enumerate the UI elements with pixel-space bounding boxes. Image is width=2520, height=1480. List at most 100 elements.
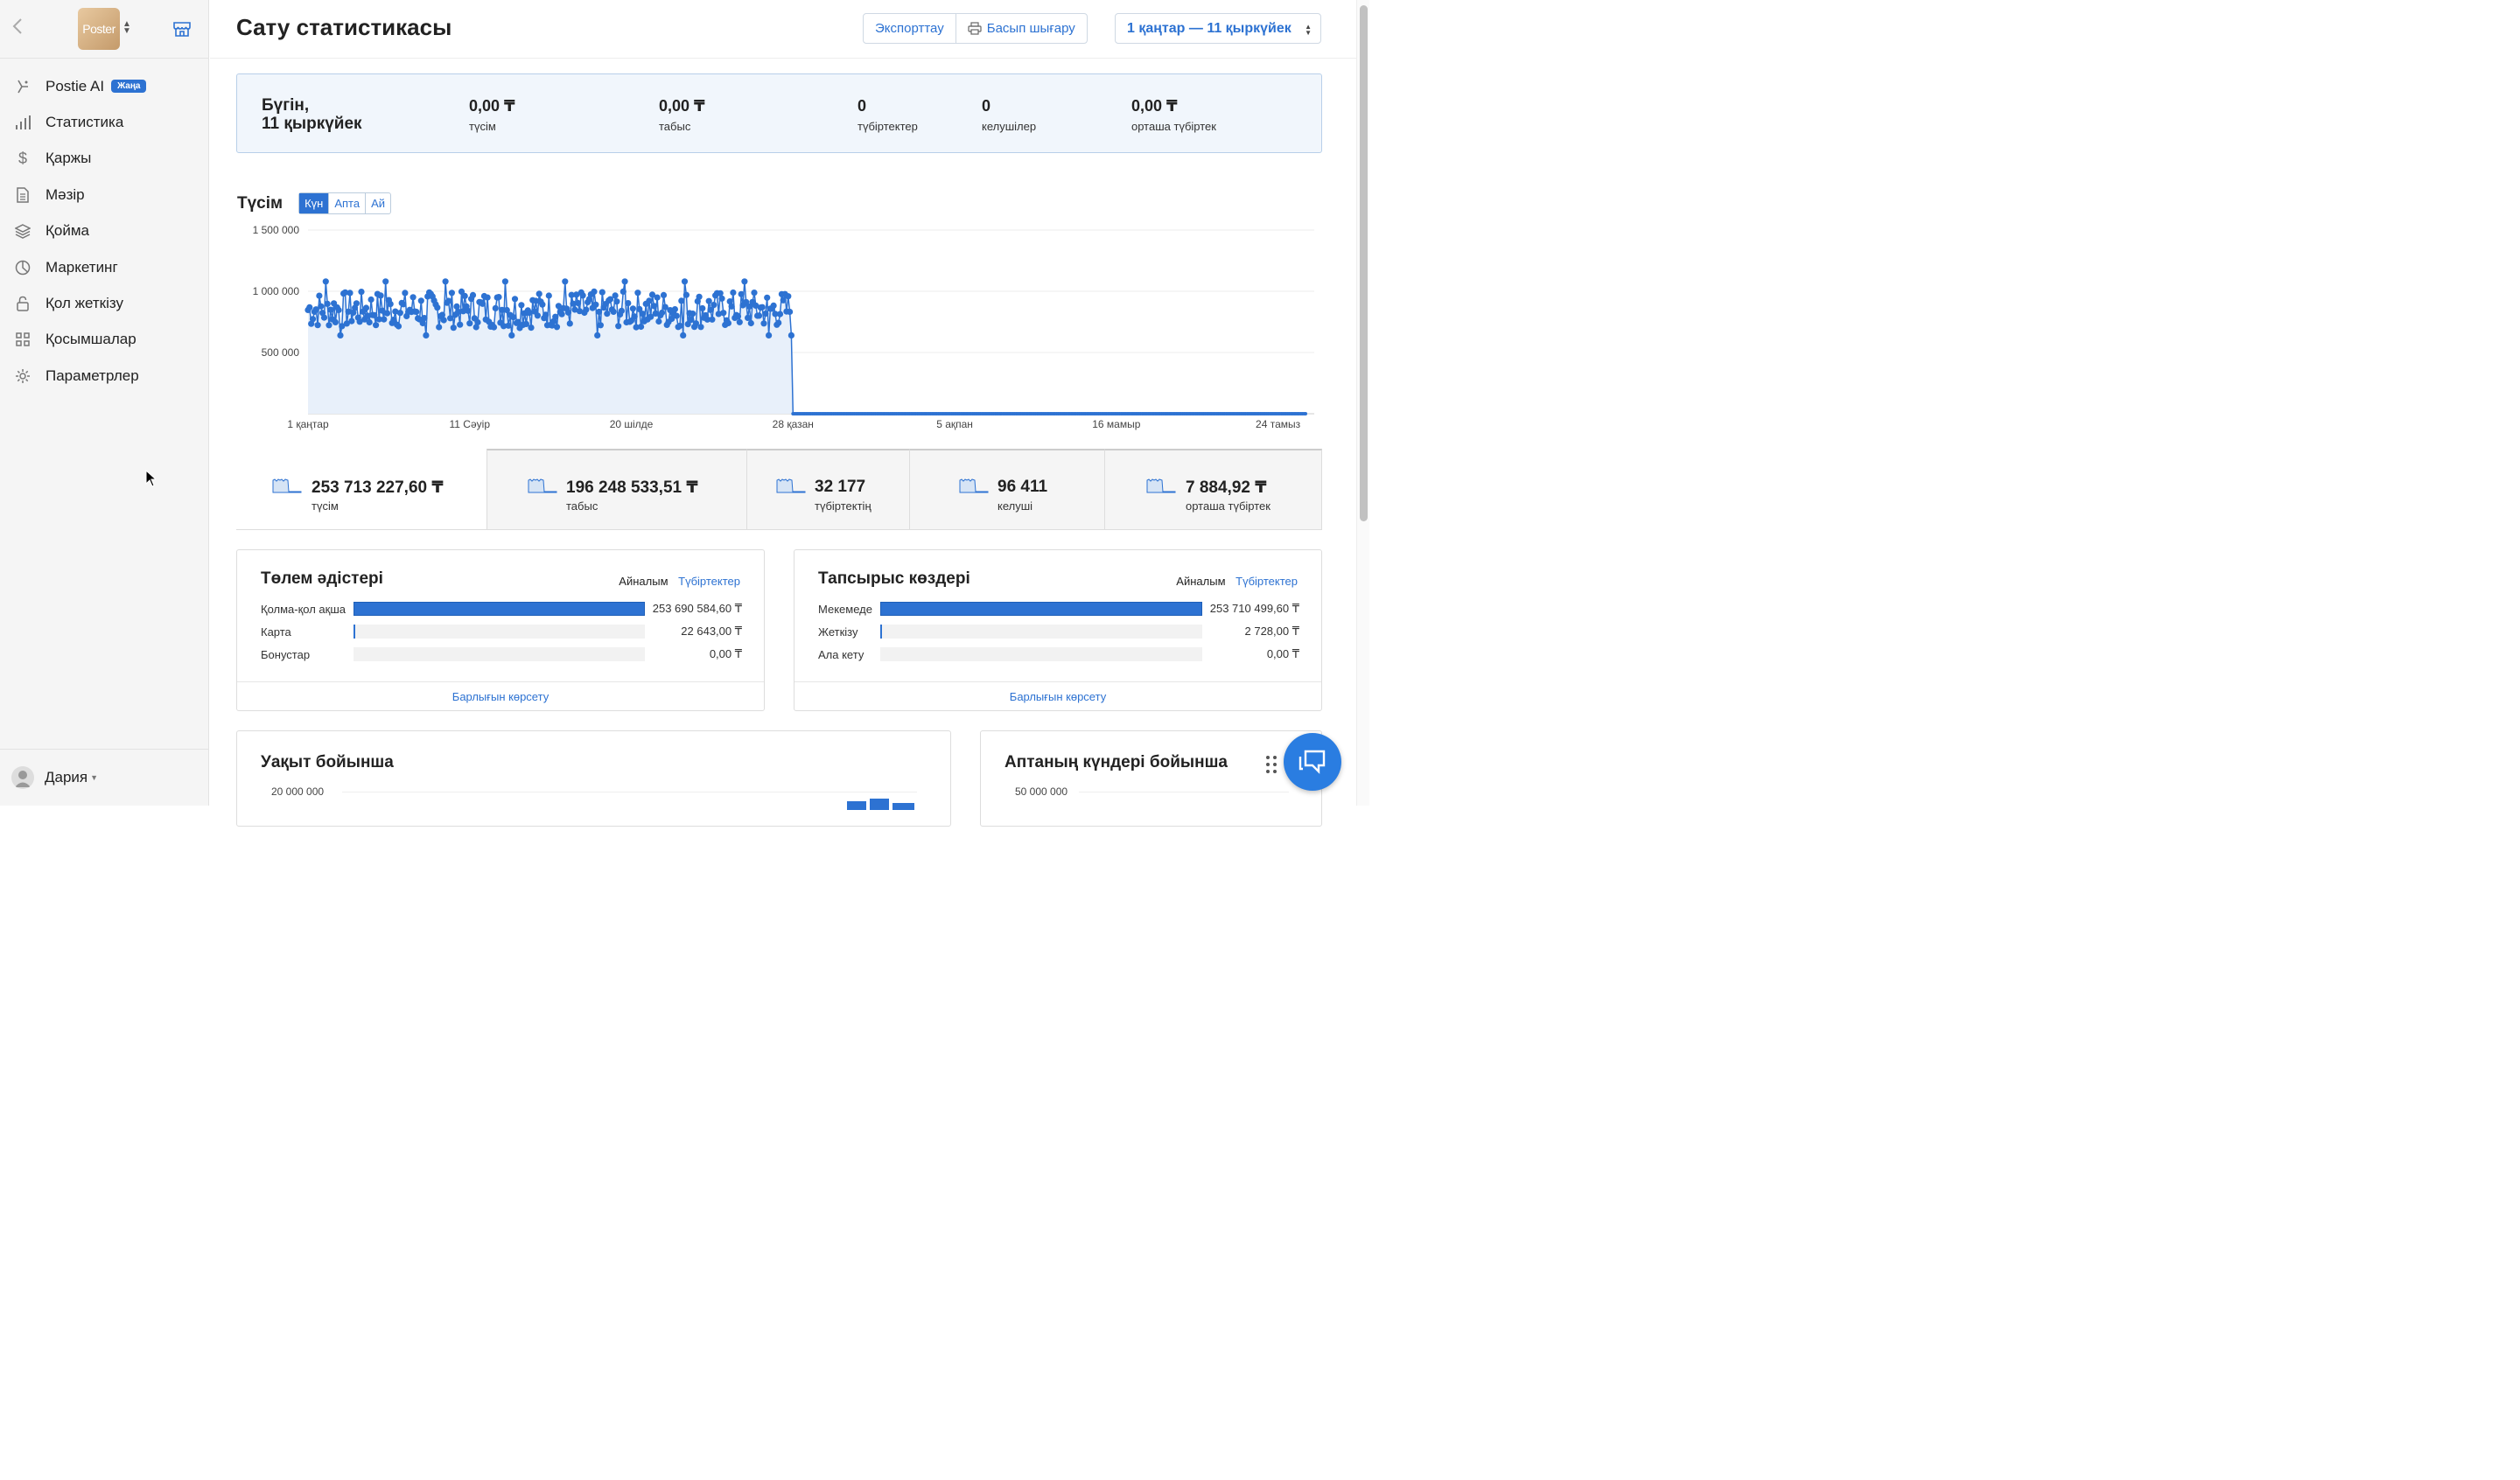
show-all-payments-link[interactable]: Барлығын көрсету [237, 681, 764, 710]
revenue-point [668, 315, 676, 323]
revenue-point [759, 304, 766, 311]
sidebar-item-postie-ai[interactable]: Postie AI Жаңа [0, 68, 208, 104]
period-month-button[interactable]: Ай [365, 193, 390, 213]
print-button[interactable]: Басып шығару [955, 14, 1087, 43]
revenue-point [318, 303, 325, 310]
revenue-point [704, 316, 711, 323]
y-axis-top-label: 20 000 000 [271, 785, 325, 798]
sidebar-item-menu[interactable]: Мәзір [0, 177, 208, 213]
show-all-sources-link[interactable]: Барлығын көрсету [794, 681, 1321, 710]
revenue-point [490, 324, 498, 331]
revenue-point [358, 289, 365, 296]
stat-label: түсім [469, 120, 496, 133]
revenue-point [373, 322, 380, 329]
revenue-point [518, 302, 525, 309]
summary-label: орташа түбіртек [1186, 499, 1270, 513]
payment-methods-card: Төлем әдістері Айналым Түбіртектер Қолма… [236, 549, 765, 711]
bar-value: 253 710 499,60 ₸ [1209, 602, 1299, 615]
summary-profit[interactable]: 196 248 533,51 ₸ табыс [486, 449, 746, 530]
revenue-point [751, 290, 758, 297]
sidebar-item-marketing[interactable]: Маркетинг [0, 249, 208, 285]
document-icon [15, 187, 31, 203]
revenue-point [379, 307, 386, 314]
sidebar-item-access[interactable]: Қол жеткізу [0, 285, 208, 321]
avatar [11, 766, 34, 789]
time-bar [892, 803, 914, 810]
sidebar-item-apps[interactable]: Қосымшалар [0, 322, 208, 358]
tab-turnover[interactable]: Айналым [1176, 575, 1226, 588]
summary-receipts[interactable]: 32 177 түбіртектің [746, 449, 909, 530]
revenue-point [552, 313, 559, 320]
pie-icon [15, 260, 31, 276]
chat-support-button[interactable] [1284, 733, 1341, 791]
scrollbar-thumb[interactable] [1360, 5, 1368, 521]
summary-label: келуші [998, 499, 1033, 513]
date-range-label: 1 қаңтар — 11 қыркүйек [1127, 20, 1292, 36]
bar-row: Ала кету 0,00 ₸ [818, 646, 1299, 662]
period-day-button[interactable]: Күн [299, 193, 329, 213]
revenue-point [575, 299, 582, 307]
revenue-point [472, 324, 480, 331]
tab-turnover[interactable]: Айналым [619, 575, 668, 588]
bar-track [354, 602, 645, 616]
sparkline-icon [959, 478, 989, 493]
time-bar [870, 799, 889, 810]
revenue-point [583, 306, 590, 313]
revenue-point [692, 320, 700, 327]
by-time-card: Уақыт бойынша 20 000 000 [236, 730, 951, 827]
store-icon[interactable] [172, 18, 192, 39]
drag-handle-icon[interactable] [1265, 755, 1278, 778]
venue-logo[interactable]: Poster [78, 8, 120, 50]
tab-receipts[interactable]: Түбіртектер [1236, 575, 1298, 588]
user-menu[interactable]: Дария ▼ [0, 749, 209, 806]
sidebar-item-statistics[interactable]: Статистика [0, 104, 208, 140]
period-week-button[interactable]: Апта [328, 193, 365, 213]
revenue-point [505, 322, 512, 329]
sidebar-item-finance[interactable]: $ Қаржы [0, 141, 208, 177]
revenue-point [760, 320, 767, 327]
sparkline-icon [776, 478, 806, 493]
bar-value: 22 643,00 ₸ [681, 625, 742, 638]
venue-switch-icon[interactable]: ▲ ▼ [122, 19, 131, 36]
summary-revenue[interactable]: 253 713 227,60 ₸ түсім [236, 449, 486, 530]
date-range-picker[interactable]: 1 қаңтар — 11 қыркүйек ▲ ▼ [1115, 13, 1321, 44]
period-switch: Күн Апта Ай [298, 192, 392, 214]
revenue-point [484, 294, 491, 301]
sidebar-item-label: Параметрлер [46, 367, 139, 384]
summary-value: 32 177 [815, 478, 866, 496]
revenue-point [319, 310, 326, 317]
revenue-point [417, 297, 424, 304]
print-label: Басып шығару [986, 21, 1075, 36]
revenue-point [579, 292, 586, 299]
tab-receipts[interactable]: Түбіртектер [678, 575, 740, 588]
revenue-point [327, 306, 334, 313]
summary-avg-receipt[interactable]: 7 884,92 ₸ орташа түбіртек [1104, 449, 1322, 530]
summary-label: түбіртектің [815, 499, 872, 513]
revenue-point [322, 278, 329, 285]
sidebar-item-warehouse[interactable]: Қойма [0, 213, 208, 249]
revenue-point [326, 322, 332, 329]
revenue-point [738, 290, 745, 297]
revenue-point [772, 311, 779, 318]
y-axis-top-label: 50 000 000 [1015, 785, 1068, 798]
revenue-point [597, 322, 604, 329]
bar-chart-icon [15, 115, 31, 130]
revenue-point [356, 318, 363, 325]
bar-fill [354, 602, 645, 616]
sidebar-item-label: Қаржы [46, 150, 92, 167]
sidebar-item-settings[interactable]: Параметрлер [0, 358, 208, 394]
revenue-point [368, 296, 374, 304]
revenue-point [308, 320, 315, 327]
today-stat-profit: 0,00 ₸ табыс [659, 97, 705, 133]
back-icon[interactable] [12, 17, 32, 38]
revenue-point [514, 318, 522, 325]
header-actions: Экспорттау Басып шығару [863, 13, 1088, 44]
revenue-point [646, 297, 653, 304]
revenue-point [780, 297, 787, 304]
vertical-scrollbar[interactable] [1356, 0, 1369, 806]
revenue-point [636, 305, 643, 312]
export-button[interactable]: Экспорттау [875, 21, 944, 36]
summary-visitors[interactable]: 96 411 келуші [909, 449, 1104, 530]
revenue-point [534, 312, 541, 319]
revenue-point [648, 291, 656, 298]
